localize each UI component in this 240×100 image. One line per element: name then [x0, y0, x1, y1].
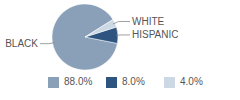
svg-text:BLACK: BLACK — [8, 38, 38, 49]
svg-text:WHITE: WHITE — [132, 16, 165, 27]
html-text:88.0%: 88.0% — [64, 76, 93, 87]
html-text:4.0%: 4.0% — [180, 76, 203, 87]
html-text:8.0%: 8.0% — [122, 76, 145, 87]
svg-text:HISPANIC: HISPANIC — [132, 29, 179, 40]
